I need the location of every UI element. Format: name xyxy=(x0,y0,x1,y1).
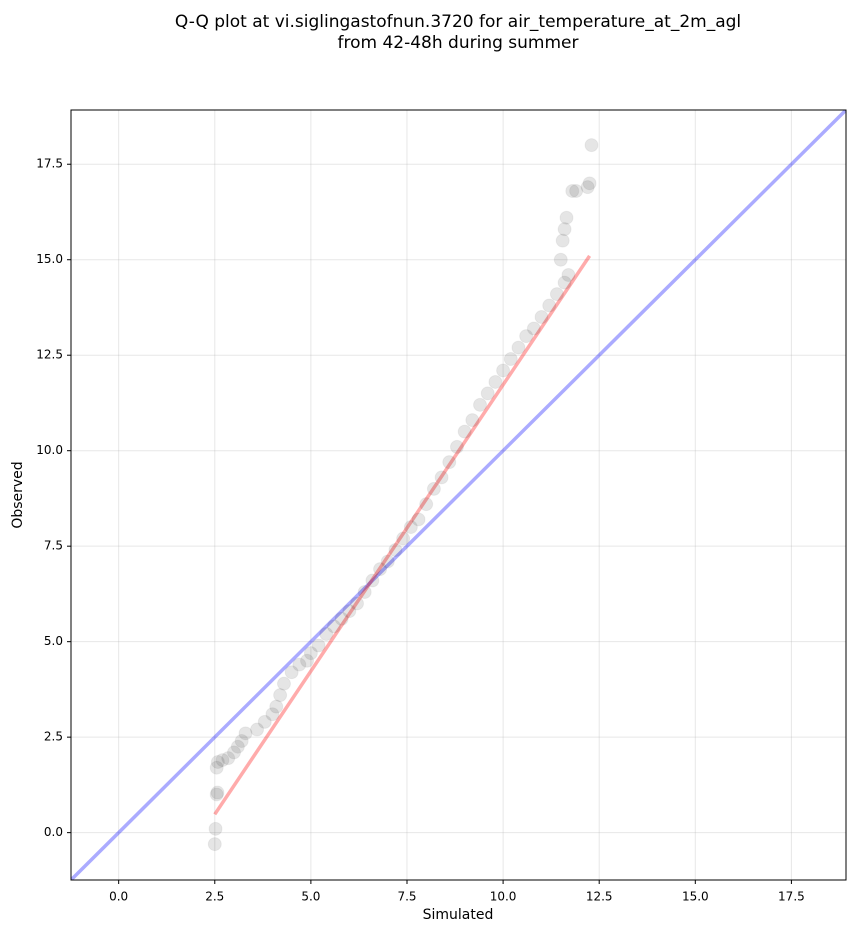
data-point xyxy=(319,627,334,642)
data-point xyxy=(226,745,241,760)
data-point xyxy=(465,413,480,428)
data-point xyxy=(582,176,597,191)
x-tick-label: 12.5 xyxy=(586,890,613,904)
data-point xyxy=(342,604,357,619)
data-point xyxy=(553,252,568,267)
data-point xyxy=(284,665,299,680)
data-point xyxy=(488,374,503,389)
data-point xyxy=(208,821,223,836)
data-point xyxy=(549,287,564,302)
data-point xyxy=(559,210,574,225)
y-tick-label: 12.5 xyxy=(36,348,63,362)
data-point xyxy=(365,573,380,588)
data-point xyxy=(357,585,372,600)
data-point xyxy=(519,329,534,344)
data-point xyxy=(380,554,395,569)
reference-line xyxy=(213,254,592,816)
data-point xyxy=(373,562,388,577)
y-axis-label: Observed xyxy=(10,461,26,528)
chart-title: from 42-48h during summer xyxy=(338,33,579,53)
data-point xyxy=(209,760,224,775)
data-point xyxy=(434,470,449,485)
y-tick-label: 17.5 xyxy=(36,157,63,171)
plot-frame xyxy=(70,109,847,881)
data-point xyxy=(426,481,441,496)
data-point xyxy=(584,138,599,153)
data-point xyxy=(526,321,541,336)
data-point xyxy=(419,497,434,512)
x-axis-label: Simulated xyxy=(423,907,494,923)
x-tick-label: 0.0 xyxy=(109,890,128,904)
data-point xyxy=(411,512,426,527)
data-point xyxy=(557,222,572,237)
y-tick-label: 10.0 xyxy=(36,443,63,457)
y-tick-label: 0.0 xyxy=(44,825,63,839)
data-point xyxy=(388,543,403,557)
data-point xyxy=(230,739,245,754)
data-point xyxy=(269,699,284,714)
data-point xyxy=(473,397,488,412)
y-tick-label: 7.5 xyxy=(44,539,63,553)
data-point xyxy=(300,653,315,668)
data-point xyxy=(480,386,495,401)
data-point xyxy=(311,638,326,653)
y-tick-label: 5.0 xyxy=(44,634,63,648)
x-tick-label: 10.0 xyxy=(490,890,517,904)
data-point xyxy=(442,455,457,470)
data-point xyxy=(542,298,557,313)
data-point xyxy=(403,520,418,535)
data-point xyxy=(238,726,253,741)
data-point xyxy=(257,714,272,729)
data-point xyxy=(303,646,318,661)
data-point xyxy=(503,352,518,367)
x-tick-label: 7.5 xyxy=(397,890,416,904)
data-point xyxy=(250,722,265,737)
data-point xyxy=(326,619,341,634)
data-point xyxy=(557,275,572,290)
data-point xyxy=(449,439,464,454)
data-point xyxy=(210,785,225,800)
data-point xyxy=(496,363,511,378)
x-tick-label: 15.0 xyxy=(682,890,709,904)
data-point xyxy=(569,183,584,198)
x-tick-label: 5.0 xyxy=(301,890,320,904)
data-point xyxy=(511,340,526,355)
data-point xyxy=(215,753,230,768)
data-point xyxy=(555,233,570,248)
data-point xyxy=(457,424,472,439)
reference-line xyxy=(71,110,846,880)
data-point xyxy=(561,268,576,282)
data-point xyxy=(221,751,236,766)
y-tick-label: 15.0 xyxy=(36,252,63,266)
y-tick-label: 2.5 xyxy=(44,730,63,744)
data-point xyxy=(209,787,224,802)
chart-title: Q-Q plot at vi.siglingastofnun.3720 for … xyxy=(175,12,741,32)
data-point xyxy=(265,707,280,722)
data-point xyxy=(580,180,595,195)
data-point xyxy=(350,596,365,611)
data-point xyxy=(276,676,291,691)
data-point xyxy=(565,183,580,198)
data-point xyxy=(334,611,349,626)
data-point xyxy=(207,837,222,852)
x-tick-label: 2.5 xyxy=(205,890,224,904)
data-point xyxy=(273,688,288,703)
data-point xyxy=(534,310,549,325)
data-point xyxy=(292,657,307,672)
x-tick-label: 17.5 xyxy=(778,890,805,904)
data-point xyxy=(210,754,225,769)
data-point xyxy=(396,531,411,546)
data-point xyxy=(234,733,249,748)
